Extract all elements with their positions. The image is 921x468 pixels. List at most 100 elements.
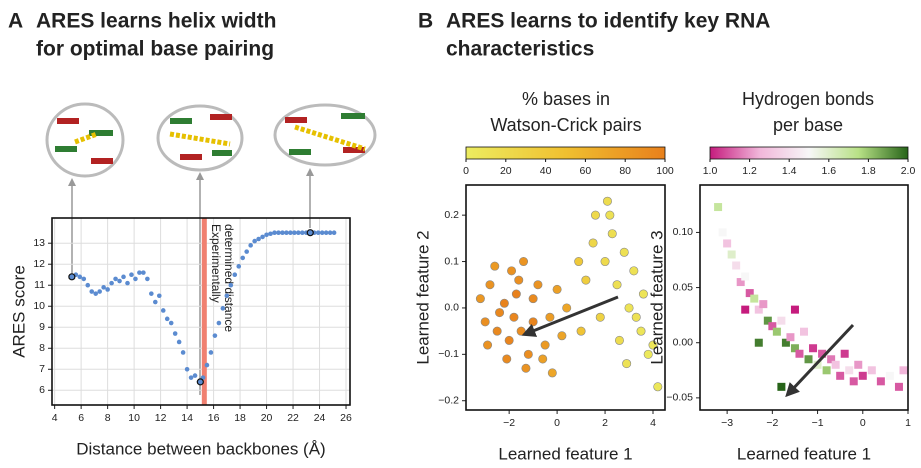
trend-arrow bbox=[528, 297, 618, 333]
x-tick-label: −1 bbox=[812, 417, 824, 429]
point bbox=[577, 327, 585, 335]
colorbar-tick-label: 2.0 bbox=[901, 165, 916, 177]
point bbox=[288, 230, 293, 235]
point bbox=[899, 366, 907, 374]
point bbox=[129, 272, 134, 277]
y-tick-label: −0.1 bbox=[438, 348, 459, 360]
x-tick-label: 12 bbox=[155, 412, 167, 424]
point bbox=[512, 290, 520, 298]
point bbox=[205, 363, 210, 368]
point bbox=[877, 377, 885, 385]
point bbox=[558, 332, 566, 340]
point bbox=[495, 308, 503, 316]
point bbox=[868, 366, 876, 374]
colorbar bbox=[710, 147, 908, 159]
point bbox=[541, 341, 549, 349]
point bbox=[93, 291, 98, 296]
point bbox=[97, 289, 102, 294]
point bbox=[832, 361, 840, 369]
marked-point bbox=[197, 379, 203, 385]
point bbox=[248, 243, 253, 248]
panel-title: characteristics bbox=[446, 38, 594, 61]
x-tick-label: 1 bbox=[905, 417, 911, 429]
y-tick-label: 9 bbox=[39, 321, 45, 333]
point bbox=[562, 304, 570, 312]
point bbox=[145, 277, 150, 282]
point bbox=[777, 317, 785, 325]
point bbox=[157, 293, 162, 298]
point bbox=[823, 366, 831, 374]
point bbox=[276, 230, 281, 235]
x-tick-label: 6 bbox=[78, 412, 84, 424]
colorbar-tick-label: 1.0 bbox=[703, 165, 718, 177]
panel-title: for optimal base pairing bbox=[36, 38, 274, 61]
y-tick-label: 10 bbox=[33, 300, 45, 312]
plot-frame bbox=[466, 185, 665, 410]
point bbox=[486, 281, 494, 289]
point bbox=[553, 285, 561, 293]
point bbox=[507, 267, 515, 275]
point bbox=[177, 340, 182, 345]
colorbar-tick-label: 80 bbox=[619, 165, 631, 177]
point bbox=[895, 383, 903, 391]
y-tick-label: 0.05 bbox=[673, 281, 694, 293]
point bbox=[524, 350, 532, 358]
reference-annotation: determined distance bbox=[222, 224, 236, 332]
point bbox=[113, 277, 118, 282]
point bbox=[260, 235, 265, 240]
point bbox=[316, 230, 321, 235]
point bbox=[741, 273, 749, 281]
point bbox=[773, 328, 781, 336]
point bbox=[328, 230, 333, 235]
marked-point bbox=[307, 230, 313, 236]
point bbox=[637, 327, 645, 335]
y-tick-label: 7 bbox=[39, 363, 45, 375]
point bbox=[221, 306, 226, 311]
point bbox=[117, 279, 122, 284]
point bbox=[529, 294, 537, 302]
y-axis-label: ARES score bbox=[9, 265, 28, 358]
point bbox=[225, 293, 230, 298]
point bbox=[759, 300, 767, 308]
point bbox=[732, 262, 740, 270]
point bbox=[256, 237, 261, 242]
point bbox=[324, 230, 329, 235]
colorbar-tick-label: 60 bbox=[580, 165, 592, 177]
colorbar-title: % bases in bbox=[522, 89, 610, 109]
point bbox=[217, 321, 222, 326]
colorbar-tick-label: 1.2 bbox=[742, 165, 757, 177]
panel-label: B bbox=[418, 10, 433, 33]
y-tick-label: 0.10 bbox=[673, 226, 694, 238]
colorbar-tick-label: 1.6 bbox=[821, 165, 836, 177]
x-tick-label: 0 bbox=[860, 417, 866, 429]
point bbox=[723, 239, 731, 247]
point bbox=[153, 300, 158, 305]
point bbox=[539, 355, 547, 363]
point bbox=[805, 355, 813, 363]
x-tick-label: 10 bbox=[128, 412, 140, 424]
point bbox=[181, 350, 186, 355]
point bbox=[519, 257, 527, 265]
point bbox=[244, 249, 249, 254]
molecule bbox=[158, 106, 242, 170]
y-axis-label: Learned feature 2 bbox=[413, 230, 432, 364]
point bbox=[809, 344, 817, 352]
point bbox=[719, 228, 727, 236]
figure: A ARES learns helix width for optimal ba… bbox=[0, 0, 921, 468]
panel-title: ARES learns helix width bbox=[36, 10, 276, 33]
point bbox=[654, 383, 662, 391]
point bbox=[173, 331, 178, 336]
x-tick-label: 4 bbox=[52, 412, 58, 424]
x-tick-label: 0 bbox=[554, 417, 560, 429]
point bbox=[476, 294, 484, 302]
colorbar bbox=[466, 147, 665, 159]
point bbox=[517, 327, 525, 335]
point bbox=[232, 272, 237, 277]
colorbar-tick-label: 0 bbox=[463, 165, 469, 177]
x-tick-label: 22 bbox=[287, 412, 299, 424]
point bbox=[483, 341, 491, 349]
panel-title: ARES learns to identify key RNA bbox=[446, 10, 770, 33]
point bbox=[505, 336, 513, 344]
point bbox=[546, 313, 554, 321]
point bbox=[639, 290, 647, 298]
